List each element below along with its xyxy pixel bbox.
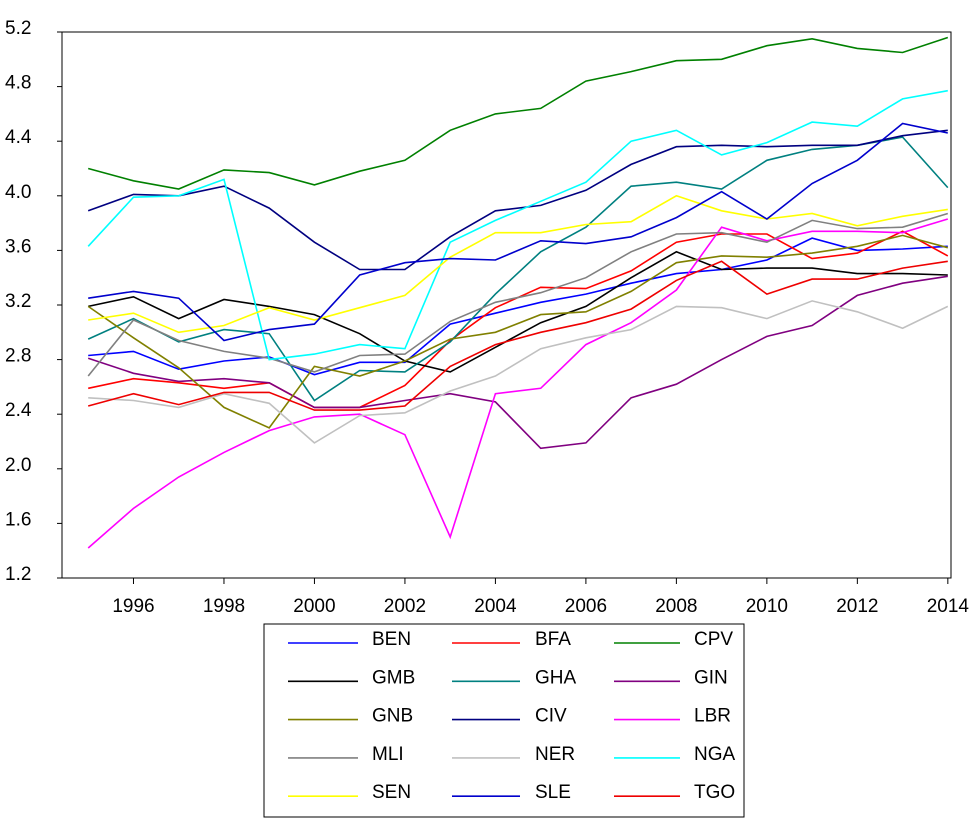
x-tick-label: 2002: [384, 596, 426, 617]
legend-label: CPV: [694, 629, 733, 650]
series-line: [88, 250, 948, 373]
legend-label: CIV: [535, 706, 567, 727]
legend-label: GIN: [694, 667, 728, 688]
series-line: [87, 36, 949, 190]
series-line: [87, 218, 949, 549]
series-line: [87, 136, 949, 402]
legend-label: LBR: [694, 706, 731, 727]
x-tick-label: 2014: [927, 596, 970, 617]
series-line: [88, 300, 949, 444]
x-tick-label: 1996: [112, 596, 154, 617]
x-tick-label: 2012: [836, 596, 878, 617]
x-tick-label: 2010: [746, 596, 788, 617]
legend-label: BEN: [372, 629, 411, 650]
y-tick-label: 2.0: [5, 455, 31, 476]
legend-label: NER: [535, 744, 575, 765]
series-line: [88, 230, 949, 409]
y-tick-label: 2.8: [5, 346, 31, 367]
series-line: [87, 260, 948, 411]
legend-label: GMB: [372, 667, 415, 688]
x-tick-label: 2008: [655, 596, 697, 617]
legend-label: SLE: [535, 782, 571, 803]
y-tick-label: 2.4: [5, 400, 32, 421]
y-tick-label: 1.6: [5, 509, 31, 530]
series-line: [87, 129, 948, 271]
series-line: [88, 194, 948, 334]
series-line: [87, 89, 948, 361]
plot-frame: [61, 31, 952, 579]
legend-label: SEN: [372, 782, 411, 803]
y-tick-label: 1.2: [5, 564, 31, 585]
x-tick-label: 2006: [565, 596, 607, 617]
x-tick-label: 1998: [203, 596, 245, 617]
legend-label: GNB: [372, 706, 413, 727]
y-tick-label: 3.2: [5, 291, 31, 312]
series-line: [88, 122, 948, 342]
legend-label: NGA: [694, 744, 736, 765]
y-tick-label: 4.0: [5, 182, 31, 203]
series-line: [87, 275, 948, 450]
legend-label: MLI: [372, 744, 404, 765]
series-line: [88, 237, 948, 376]
legend-label: GHA: [535, 667, 577, 688]
y-tick-label: 5.2: [5, 18, 31, 39]
series-line: [87, 212, 949, 377]
series-line: [87, 234, 949, 429]
legend-label: BFA: [535, 629, 571, 650]
legend-box: [263, 623, 745, 818]
y-tick-label: 4.8: [5, 73, 31, 94]
y-tick-label: 4.4: [5, 127, 32, 148]
x-tick-label: 2004: [474, 596, 517, 617]
x-tick-label: 2000: [293, 596, 335, 617]
legend-label: TGO: [694, 782, 735, 803]
y-tick-label: 3.6: [5, 236, 31, 257]
